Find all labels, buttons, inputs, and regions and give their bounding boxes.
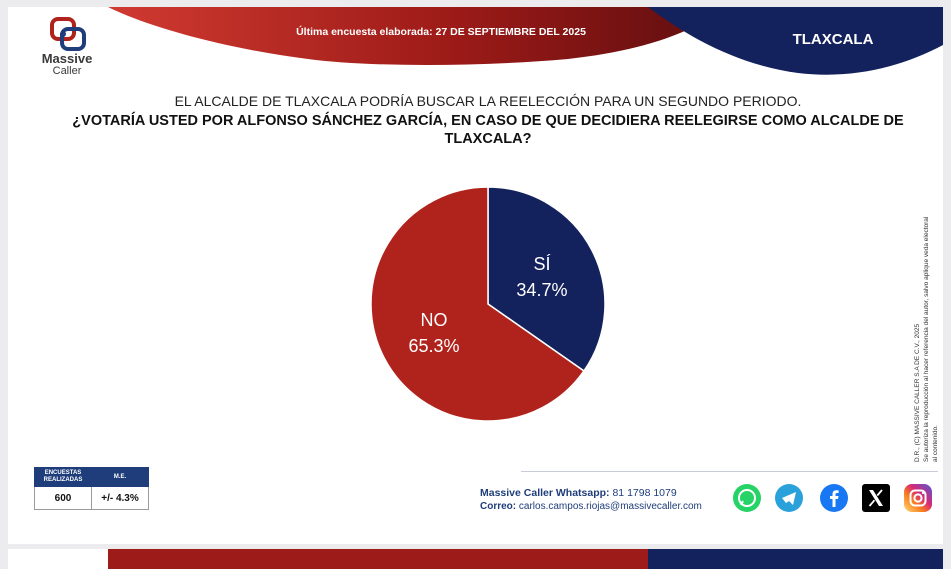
margin-error-value: +/- 4.3% bbox=[91, 486, 149, 510]
margin-error-header: M.E. bbox=[91, 467, 149, 487]
instagram-icon[interactable] bbox=[903, 483, 933, 513]
survey-slide: Massive Caller Última encuesta elaborada… bbox=[8, 7, 943, 544]
question-title: ¿VOTARÍA USTED POR ALFONSO SÁNCHEZ GARCÍ… bbox=[72, 113, 904, 147]
pie-value-si: 34.7% bbox=[516, 280, 567, 300]
legal-note-line1: D.R., (C) MASSIVE CALLER S.A DE C.V., 20… bbox=[914, 323, 921, 462]
question-subtitle: EL ALCALDE DE TLAXCALA PODRÍA BUSCAR LA … bbox=[174, 93, 802, 109]
last-poll-date: 27 DE SEPTIEMBRE DEL 2025 bbox=[435, 26, 586, 38]
whatsapp-icon[interactable] bbox=[732, 483, 762, 513]
pie-value-no: 65.3% bbox=[409, 336, 460, 356]
header-banner bbox=[108, 7, 943, 75]
state-label: TLAXCALA bbox=[792, 31, 874, 48]
next-slide-peek bbox=[8, 549, 943, 569]
logo-text-caller: Caller bbox=[52, 65, 82, 77]
email-contact: Correo: carlos.campos.riojas@massivecall… bbox=[480, 501, 702, 512]
pie-slice-no bbox=[370, 186, 585, 422]
whatsapp-label: Massive Caller Whatsapp: bbox=[480, 487, 610, 499]
pie-slice-si bbox=[487, 186, 606, 373]
telegram-icon[interactable] bbox=[774, 483, 804, 513]
pie-label-no: NO bbox=[421, 310, 448, 330]
x-icon[interactable] bbox=[861, 483, 891, 513]
surveys-value: 600 bbox=[34, 486, 92, 510]
pie-chart: SÍ 34.7% NO 65.3% bbox=[370, 186, 606, 422]
email-label: Correo: bbox=[480, 501, 517, 512]
whatsapp-number[interactable]: 81 1798 1079 bbox=[612, 487, 677, 499]
legal-note-line2: Se autoriza la reproducción al hacer ref… bbox=[923, 216, 939, 462]
pie-label-si: SÍ bbox=[533, 254, 550, 274]
email-address[interactable]: carlos.campos.riojas@massivecaller.com bbox=[518, 501, 702, 512]
last-poll-line: Última encuesta elaborada: 27 DE SEPTIEM… bbox=[266, 26, 616, 38]
logo-text-massive: Massive bbox=[41, 51, 93, 66]
footer-divider bbox=[521, 471, 938, 472]
legal-note: D.R., (C) MASSIVE CALLER S.A DE C.V., 20… bbox=[913, 212, 943, 462]
whatsapp-contact: Massive Caller Whatsapp: 81 1798 1079 bbox=[480, 487, 677, 499]
massive-caller-logo bbox=[50, 17, 86, 51]
stats-table: ENCUESTAS REALIZADAS M.E. 600 +/- 4.3% bbox=[34, 467, 149, 510]
surveys-header: ENCUESTAS REALIZADAS bbox=[34, 467, 92, 487]
facebook-icon[interactable] bbox=[819, 483, 849, 513]
next-slide-banner bbox=[108, 549, 943, 569]
last-poll-label: Última encuesta elaborada: bbox=[296, 26, 433, 38]
